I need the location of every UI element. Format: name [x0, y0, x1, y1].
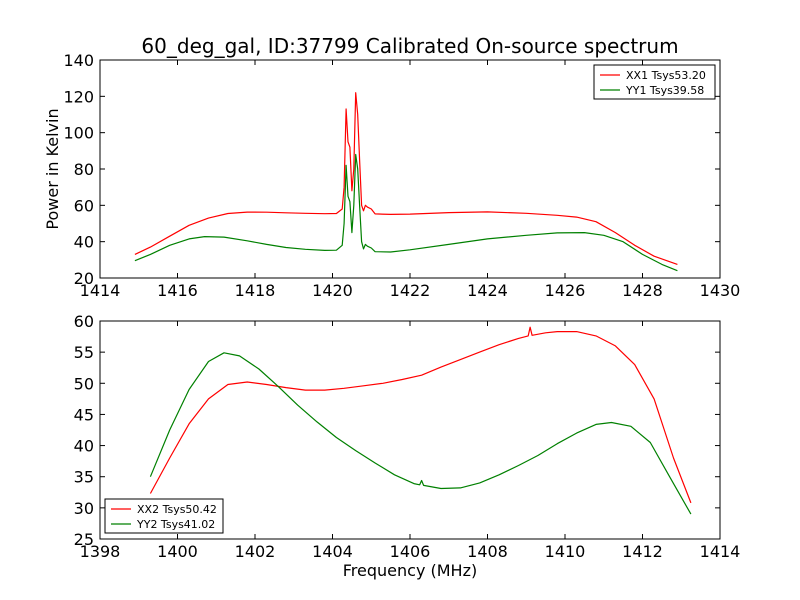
- bottom-plot-xlabel: Frequency (MHz): [343, 561, 477, 580]
- x-tick-label: 1400: [157, 542, 198, 561]
- bottom-legend: XX2 Tsys50.42 YY2 Tsys41.02: [104, 498, 224, 534]
- y-tick-label: 50: [74, 374, 94, 393]
- y-tick-label: 20: [74, 269, 94, 288]
- x-tick-label: 1414: [80, 281, 121, 300]
- y-tick-label: 80: [74, 160, 94, 179]
- y-tick-label: 25: [74, 530, 94, 549]
- y-tick-label: 120: [63, 87, 94, 106]
- top-legend: XX1 Tsys53.20 YY1 Tsys39.58: [593, 64, 716, 100]
- legend-label-xx2: XX2 Tsys50.42: [137, 503, 217, 516]
- y-tick-label: 45: [74, 405, 94, 424]
- series-line-yy2: [149, 352, 692, 515]
- top-legend-box: [593, 64, 716, 100]
- x-tick-label: 1424: [467, 281, 508, 300]
- x-tick-label: 1398: [80, 542, 121, 561]
- series-line-xx2: [149, 326, 692, 504]
- y-tick-label: 100: [63, 124, 94, 143]
- x-tick-label: 1426: [545, 281, 586, 300]
- y-tick-label: 40: [74, 437, 94, 456]
- legend-label-yy1: YY1 Tsys39.58: [625, 84, 704, 97]
- x-tick-label: 1420: [312, 281, 353, 300]
- y-tick-label: 55: [74, 343, 94, 362]
- chart-title: 60_deg_gal, ID:37799 Calibrated On-sourc…: [141, 34, 678, 58]
- legend-label-xx1: XX1 Tsys53.20: [626, 69, 706, 82]
- x-tick-label: 1408: [467, 542, 508, 561]
- x-tick-label: 1422: [390, 281, 431, 300]
- x-tick-label: 1406: [390, 542, 431, 561]
- x-tick-label: 1410: [545, 542, 586, 561]
- y-tick-label: 60: [74, 312, 94, 331]
- y-tick-label: 30: [74, 499, 94, 518]
- x-tick-label: 1418: [235, 281, 276, 300]
- y-tick-label: 60: [74, 196, 94, 215]
- legend-label-yy2: YY2 Tsys41.02: [136, 518, 215, 531]
- x-tick-label: 1412: [622, 542, 663, 561]
- bottom-plot: 1398 1400 1402 1404 1406 1408 1410 1412 1414 25 30…: [74, 312, 741, 580]
- top-plot-ylabel: Power in Kelvin: [43, 108, 62, 229]
- top-plot: 1414 1416 1418 1420 1422 1424 1426 1428 1430 20 40…: [43, 51, 740, 300]
- series-line-xx1: [134, 92, 678, 265]
- x-tick-label: 1414: [700, 542, 741, 561]
- bottom-legend-box: [104, 498, 224, 534]
- y-tick-label: 35: [74, 468, 94, 487]
- x-tick-label: 1430: [700, 281, 741, 300]
- x-tick-label: 1402: [235, 542, 276, 561]
- series-line-yy1: [134, 153, 678, 272]
- y-tick-label: 40: [74, 233, 94, 252]
- x-tick-label: 1404: [312, 542, 353, 561]
- x-tick-label: 1428: [622, 281, 663, 300]
- y-tick-label: 140: [63, 51, 94, 70]
- x-tick-label: 1416: [157, 281, 198, 300]
